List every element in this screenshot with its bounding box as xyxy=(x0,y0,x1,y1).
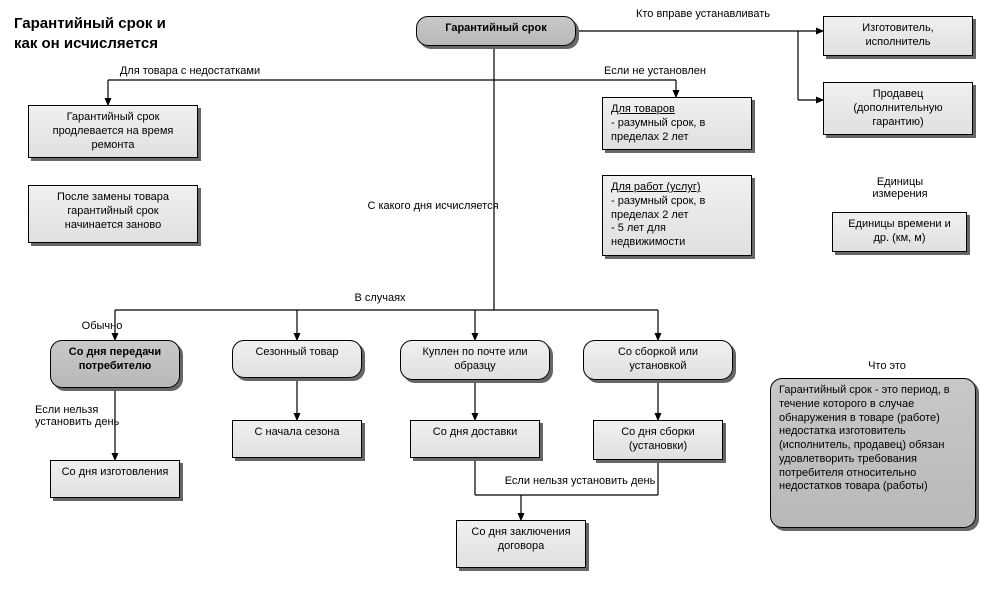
node-assembly: Со сборкой или установкой xyxy=(583,340,733,380)
node-season2: С начала сезона xyxy=(232,420,362,458)
node-usual: Со дня передачи потребителю xyxy=(50,340,180,388)
label-whatis: Что это xyxy=(847,360,927,372)
node-mail2: Со дня доставки xyxy=(410,420,540,458)
node-definition: Гарантийный срок - это период, в течение… xyxy=(770,378,976,528)
node-defect2: После замены товара гарантийный срок нач… xyxy=(28,185,198,243)
node-mail: Куплен по почте или образцу xyxy=(400,340,550,380)
node-who2: Продавец (дополнительную гарантию) xyxy=(823,82,973,135)
label-ifnoday2: Если нельзя установить день xyxy=(490,475,670,487)
label-who: Кто вправе устанавливать xyxy=(628,8,778,20)
label-whatday: С какого дня исчисляется xyxy=(363,200,503,212)
label-unitslbl: Единицы измерения xyxy=(850,176,950,200)
label-usually: Обычно xyxy=(62,320,142,332)
label-notset: Если не установлен xyxy=(575,65,735,77)
label-ifnoday1: Если нельзя установить день xyxy=(35,404,135,428)
node-notset1: Для товаров- разумный срок, в пределах 2… xyxy=(602,97,752,150)
node-defect1: Гарантийный срок продлевается на время р… xyxy=(28,105,198,158)
node-notset2: Для работ (услуг)- разумный срок, в пред… xyxy=(602,175,752,256)
node-assembly2: Со дня сборки (установки) xyxy=(593,420,723,460)
label-cases: В случаях xyxy=(330,292,430,304)
node-root: Гарантийный срок xyxy=(416,16,576,46)
node-usual2: Со дня изготовления xyxy=(50,460,180,498)
node-contract: Со дня заключения договора xyxy=(456,520,586,568)
node-who1: Изготовитель, исполнитель xyxy=(823,16,973,56)
node-season: Сезонный товар xyxy=(232,340,362,378)
diagram-title: Гарантийный срок и как он исчисляется xyxy=(14,14,166,53)
label-defects: Для товара с недостатками xyxy=(90,65,290,77)
node-units: Единицы времени и др. (км, м) xyxy=(832,212,967,252)
